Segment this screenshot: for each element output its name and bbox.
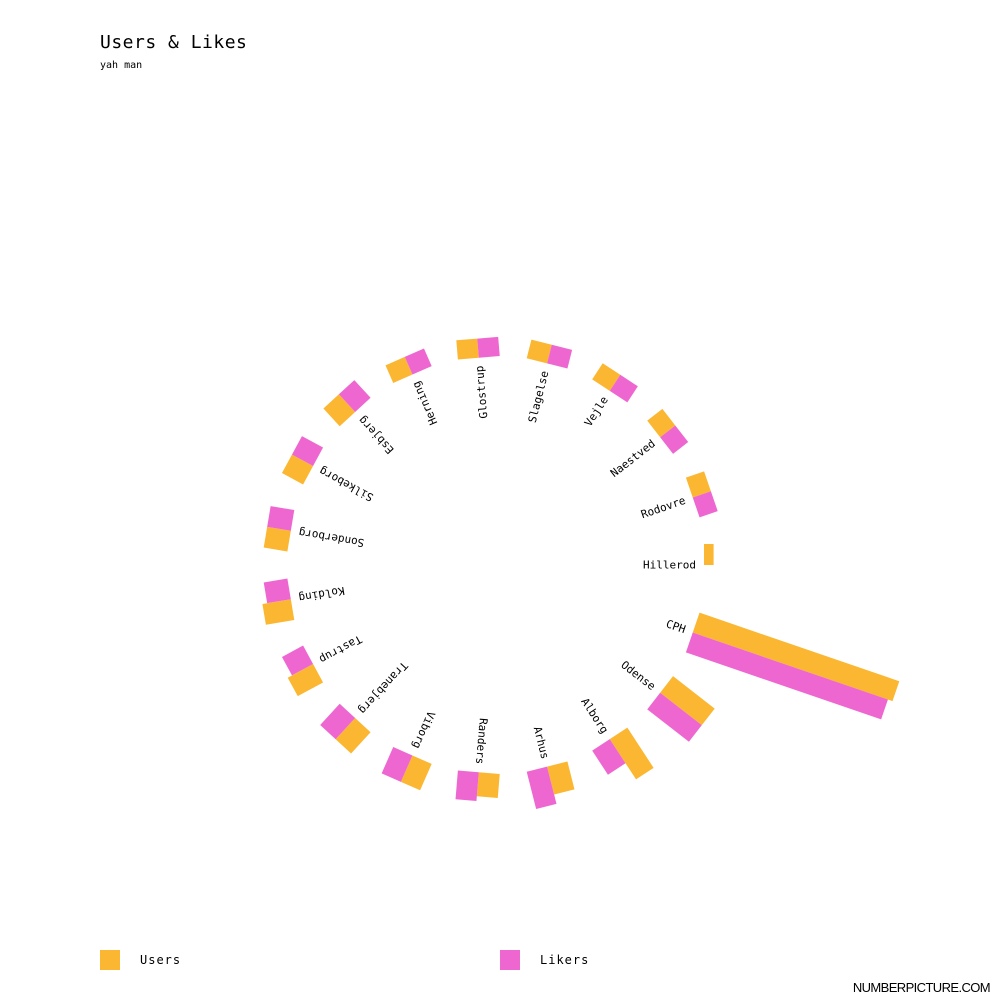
city-label-tastrup: Tastrup	[317, 632, 364, 665]
legend-item-likers: Likers	[500, 950, 589, 970]
bar-likers-glostrup	[477, 336, 500, 358]
bar-group-viborg: Viborg	[381, 709, 438, 791]
bar-users-tranebjerg	[335, 718, 371, 754]
bar-group-slagelse: Slagelse	[526, 339, 573, 425]
legend-swatch-users	[100, 950, 120, 970]
bar-likers-cph	[685, 632, 888, 720]
bar-users-herning	[385, 356, 413, 383]
city-label-cph: CPH	[664, 617, 687, 636]
city-label-vejle: Vejle	[582, 394, 611, 429]
city-label-randers: Randers	[473, 718, 490, 765]
bar-group-hillerod: Hillerod	[643, 544, 714, 572]
legend-label-users: Users	[140, 953, 182, 967]
legend-swatch-likers	[500, 950, 520, 970]
city-label-sonderborg: Sonderborg	[298, 526, 365, 550]
bar-users-sonderborg	[263, 526, 291, 552]
bar-group-arhus: Arhus	[526, 725, 575, 810]
bar-users-naestved	[647, 408, 676, 438]
bar-group-tranebjerg: Tranebjerg	[320, 659, 410, 754]
bar-users-rodovre	[685, 471, 711, 498]
bar-users-randers	[476, 772, 500, 798]
bar-users-slagelse	[526, 339, 552, 364]
bar-group-alborg: Alborg	[578, 696, 654, 780]
bar-likers-naestved	[660, 425, 689, 454]
bar-users-alborg	[609, 727, 654, 780]
city-label-esbjerg: Esbjerg	[356, 413, 397, 456]
bar-group-randers: Randers	[455, 718, 500, 801]
bar-group-naestved: Naestved	[608, 408, 689, 480]
bar-users-arhus	[547, 761, 575, 795]
bar-likers-alborg	[592, 739, 626, 775]
bar-likers-vejle	[609, 374, 638, 403]
city-label-slagelse: Slagelse	[526, 370, 552, 425]
bar-users-glostrup	[456, 338, 479, 360]
bar-likers-tastrup	[281, 645, 314, 676]
city-label-hillerod: Hillerod	[643, 559, 696, 572]
city-label-tranebjerg: Tranebjerg	[356, 659, 410, 717]
bar-users-odense	[660, 676, 715, 726]
bar-group-rodovre: Rodovre	[639, 471, 718, 521]
city-label-kolding: Kolding	[298, 584, 346, 604]
bar-likers-kolding	[263, 578, 291, 604]
city-label-viborg: Viborg	[410, 709, 438, 751]
bar-likers-rodovre	[692, 491, 718, 518]
city-label-herning: Herning	[410, 379, 441, 427]
bar-users-kolding	[262, 599, 295, 625]
bar-likers-tranebjerg	[320, 703, 356, 740]
bar-users-hillerod	[704, 544, 714, 565]
bar-likers-herning	[404, 348, 432, 375]
city-label-naestved: Naestved	[608, 437, 658, 480]
bar-group-esbjerg: Esbjerg	[323, 380, 397, 456]
legend-label-likers: Likers	[540, 953, 590, 967]
bar-likers-arhus	[526, 766, 557, 810]
bar-likers-odense	[647, 692, 702, 742]
bar-users-viborg	[400, 755, 432, 791]
legend-item-users: Users	[100, 950, 181, 970]
bar-group-cph: CPH	[664, 612, 900, 720]
bar-group-tastrup: Tastrup	[281, 632, 364, 697]
bar-group-glostrup: Glostrup	[456, 336, 500, 419]
bar-group-vejle: Vejle	[582, 363, 638, 429]
city-label-rodovre: Rodovre	[639, 494, 687, 521]
bar-group-kolding: Kolding	[262, 578, 346, 625]
chart-subtitle: yah man	[100, 60, 143, 71]
bar-group-odense: Odense	[618, 658, 715, 742]
bar-users-silkeborg	[281, 454, 314, 485]
bar-likers-viborg	[381, 747, 413, 782]
bar-users-esbjerg	[323, 394, 356, 427]
bar-likers-randers	[455, 770, 479, 801]
city-label-alborg: Alborg	[578, 696, 611, 736]
chart-title: Users & Likes	[100, 32, 248, 53]
bar-users-tastrup	[287, 663, 324, 697]
city-label-arhus: Arhus	[531, 725, 552, 760]
bar-likers-esbjerg	[338, 380, 371, 412]
city-label-silkeborg: Silkeborg	[317, 464, 376, 504]
credit-text: NUMBERPICTURE.COM	[852, 980, 991, 995]
bar-likers-silkeborg	[291, 436, 324, 467]
city-label-glostrup: Glostrup	[473, 365, 490, 419]
bar-likers-slagelse	[547, 344, 573, 369]
city-label-odense: Odense	[618, 658, 657, 693]
bar-group-sonderborg: Sonderborg	[263, 506, 365, 552]
bar-group-silkeborg: Silkeborg	[281, 436, 376, 504]
bar-group-herning: Herning	[385, 348, 441, 427]
bar-users-vejle	[592, 363, 621, 391]
bar-likers-sonderborg	[267, 506, 295, 531]
bar-users-cph	[692, 612, 900, 702]
